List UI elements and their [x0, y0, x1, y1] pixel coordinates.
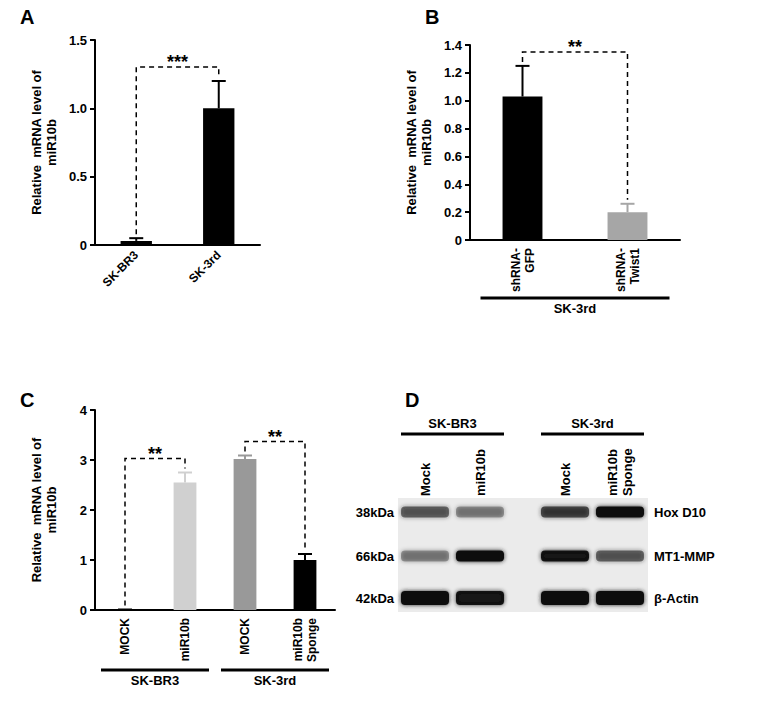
svg-text:SK-BR3: SK-BR3	[428, 416, 476, 431]
svg-text:Mock: Mock	[418, 462, 433, 496]
svg-text:Relative mRNA level of: Relative mRNA level of	[404, 69, 419, 214]
svg-text:β-Actin: β-Actin	[654, 591, 699, 606]
svg-text:miR10b: miR10b	[605, 449, 620, 496]
svg-text:0.6: 0.6	[444, 149, 462, 164]
svg-text:3: 3	[80, 453, 87, 468]
svg-text:Relative mRNA level of: Relative mRNA level of	[29, 69, 44, 214]
svg-text:SK-3rd: SK-3rd	[554, 301, 597, 316]
svg-text:SK-3rd: SK-3rd	[186, 248, 224, 286]
svg-text:miR10b: miR10b	[419, 119, 434, 166]
svg-text:MT1-MMP: MT1-MMP	[654, 549, 715, 564]
svg-text:Relative mRNA level of: Relative mRNA level of	[29, 437, 44, 582]
svg-text:0.8: 0.8	[444, 121, 462, 136]
svg-text:SK-BR3: SK-BR3	[131, 673, 179, 688]
svg-text:**: **	[268, 427, 282, 447]
svg-text:D: D	[405, 389, 419, 411]
svg-text:***: ***	[167, 52, 188, 72]
svg-text:miR10b: miR10b	[44, 486, 59, 533]
svg-text:0.5: 0.5	[69, 169, 87, 184]
svg-text:A: A	[20, 6, 34, 28]
svg-text:**: **	[568, 37, 582, 57]
svg-text:42kDa: 42kDa	[356, 591, 395, 606]
svg-text:SK-3rd: SK-3rd	[254, 673, 297, 688]
svg-text:Sponge: Sponge	[305, 618, 319, 662]
svg-text:SK-3rd: SK-3rd	[571, 416, 614, 431]
svg-text:SK-BR3: SK-BR3	[100, 248, 142, 290]
svg-text:1: 1	[80, 553, 87, 568]
svg-text:miR10b: miR10b	[291, 618, 305, 661]
svg-text:Mock: Mock	[558, 462, 573, 496]
svg-text:B: B	[425, 6, 439, 28]
svg-text:1.2: 1.2	[444, 65, 462, 80]
svg-text:0.2: 0.2	[444, 205, 462, 220]
svg-text:GFP: GFP	[523, 248, 537, 273]
svg-text:miR10b: miR10b	[178, 618, 192, 661]
svg-text:4: 4	[80, 403, 88, 418]
svg-text:0.4: 0.4	[444, 177, 463, 192]
svg-text:miR10b: miR10b	[473, 449, 488, 496]
svg-text:MOCK: MOCK	[238, 618, 252, 655]
svg-text:Twist1: Twist1	[628, 248, 642, 285]
svg-text:66kDa: 66kDa	[356, 549, 395, 564]
svg-text:miR10b: miR10b	[44, 119, 59, 166]
svg-text:1.0: 1.0	[444, 93, 462, 108]
svg-text:2: 2	[80, 503, 87, 518]
svg-text:shRNA-: shRNA-	[614, 248, 628, 292]
svg-text:Sponge: Sponge	[620, 448, 635, 496]
svg-text:0: 0	[80, 238, 87, 253]
svg-text:1.0: 1.0	[69, 101, 87, 116]
svg-text:**: **	[148, 444, 162, 464]
svg-text:0: 0	[80, 603, 87, 618]
svg-text:1.5: 1.5	[69, 33, 87, 48]
svg-text:0: 0	[455, 233, 462, 248]
svg-text:shRNA-: shRNA-	[509, 248, 523, 292]
svg-text:MOCK: MOCK	[118, 618, 132, 655]
svg-text:Hox D10: Hox D10	[654, 505, 706, 520]
svg-text:C: C	[20, 389, 34, 411]
svg-text:38kDa: 38kDa	[356, 505, 395, 520]
svg-text:1.4: 1.4	[444, 38, 463, 53]
